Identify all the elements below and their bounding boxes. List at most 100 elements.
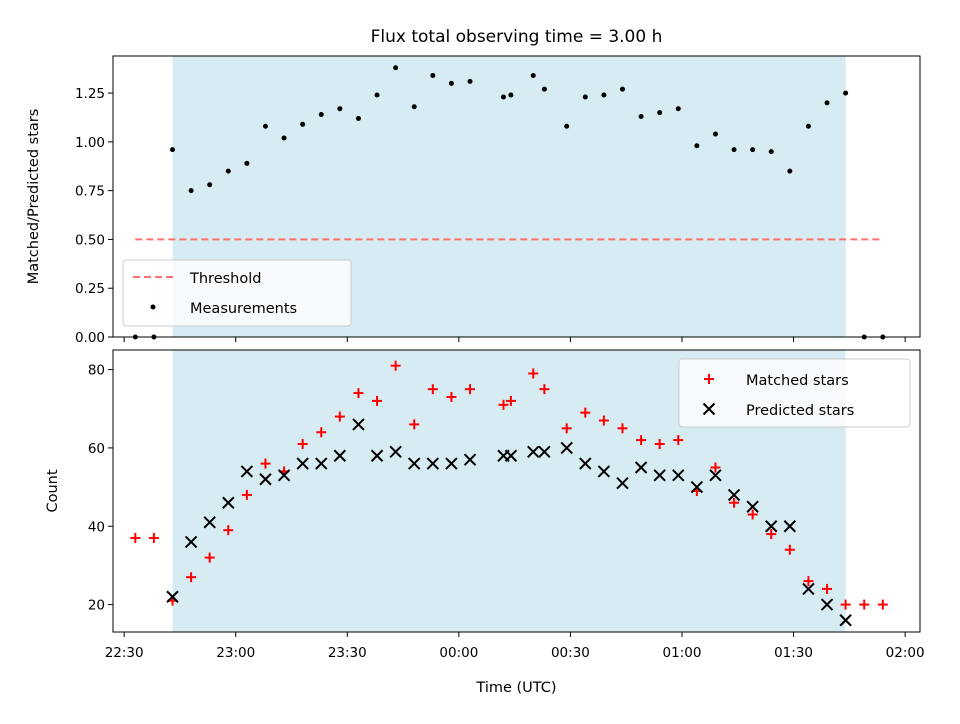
matched-star-point (130, 533, 141, 543)
x-axis-label: Time (UTC) (475, 680, 556, 696)
matched-star-point (710, 462, 721, 473)
matched-star-point (636, 435, 647, 446)
measurement-point (712, 131, 718, 137)
measurements-points (132, 65, 886, 340)
predicted-star-point (408, 457, 421, 470)
predicted-star-point (426, 457, 440, 470)
cross-b (408, 457, 421, 470)
legend-threshold-label: Threshold (189, 271, 261, 287)
predicted-star-point (538, 445, 551, 459)
cross-b (820, 598, 834, 611)
predicted-star-point (727, 488, 741, 502)
cross-b (690, 480, 704, 494)
measurement-point (564, 123, 570, 129)
predicted-star-point (222, 496, 235, 509)
cross-b (727, 488, 741, 502)
cross-b (222, 496, 235, 509)
measurement-point (244, 160, 250, 166)
cross-b (184, 535, 198, 549)
x-tick-label: 02:00 (886, 645, 925, 661)
measurement-point (500, 94, 506, 100)
measurement-point (355, 115, 361, 121)
matched-star-point (334, 411, 345, 422)
predicted-star-point (690, 480, 704, 494)
matched-star-point (316, 427, 327, 438)
predicted-star-point (653, 469, 666, 482)
bottom-y-ticks: 20 40 60 80 (88, 363, 113, 614)
cross-b (315, 457, 328, 470)
predicted-star-point (184, 535, 198, 549)
top-y-tick-label: 0.25 (75, 281, 105, 297)
predicted-star-point (259, 473, 272, 486)
cross-b (277, 469, 291, 482)
measurement-point (530, 73, 536, 79)
matched-star-point (877, 599, 888, 610)
measurement-point (768, 149, 774, 155)
measurement-point (824, 100, 830, 106)
top-x-ticks (123, 337, 906, 342)
matched-star-point (204, 552, 215, 563)
cross-b (296, 457, 309, 470)
predicted-star-point (579, 457, 592, 470)
x-tick-label: 01:30 (774, 645, 813, 661)
cross-b (765, 520, 778, 533)
predicted-star-point (783, 520, 797, 533)
top-y-tick-label: 0.75 (75, 184, 105, 200)
matched-star-point (766, 529, 777, 540)
predicted-star-point (709, 469, 722, 482)
top-y-axis-label: Matched/Predicted stars (26, 109, 42, 285)
bottom-panel: 20 40 60 80 22:30 23:00 23:30 00:00 00:30 01:00 0… (45, 349, 925, 696)
predicted-star-point (333, 449, 347, 462)
matched-star-point (673, 435, 684, 446)
x-tick-label: 00:00 (439, 645, 478, 661)
measurement-point (262, 123, 268, 129)
bottom-legend: Matched stars Predicted stars (678, 358, 911, 428)
matched-star-point (729, 497, 740, 508)
measurement-point (207, 182, 213, 188)
matched-star-point (498, 399, 509, 410)
top-panel: 0.00 0.25 0.50 0.75 1.00 1.25 Flux total obse… (26, 27, 921, 346)
top-y-tick-label: 0.00 (75, 330, 105, 346)
matched-star-point (148, 533, 159, 543)
bottom-y-tick-label: 60 (88, 441, 105, 457)
legend-measurements-label: Measurements (190, 301, 297, 317)
measurement-point (374, 92, 380, 98)
measurement-point (582, 94, 588, 100)
legend-predicted-label: Predicted stars (746, 403, 854, 419)
cross-b (538, 445, 551, 459)
predicted-stars-points (166, 418, 852, 627)
predicted-star-point (203, 516, 216, 529)
cross-b (166, 590, 179, 603)
bottom-x-ticks: 22:30 23:00 23:30 00:00 00:30 01:00 01:30 02:00 (105, 632, 925, 661)
matched-star-point (446, 392, 457, 402)
measurement-point (675, 106, 681, 112)
measurement-point (281, 135, 287, 141)
predicted-star-point (166, 590, 179, 603)
top-y-ticks: 0.00 0.25 0.50 0.75 1.00 1.25 (75, 86, 113, 346)
matched-star-point (654, 439, 665, 449)
cross-b (463, 453, 477, 466)
matched-star-point (297, 439, 308, 449)
matched-star-point (427, 384, 438, 395)
matched-star-point (528, 368, 539, 379)
matched-star-point (539, 384, 550, 395)
measurement-point (750, 147, 756, 153)
matched-star-point (598, 415, 609, 426)
predicted-star-point (463, 453, 477, 466)
matched-star-point (580, 407, 591, 418)
legend-cross-marker (702, 402, 716, 416)
x-tick-label: 23:30 (328, 645, 367, 661)
bottom-y-tick-label: 80 (88, 363, 105, 379)
x-tick-label: 23:00 (216, 645, 255, 661)
matched-star-point (260, 458, 271, 469)
measurement-point (657, 110, 663, 116)
legend-plus-marker (704, 374, 714, 384)
predicted-star-point (597, 465, 611, 478)
predicted-star-point (315, 457, 328, 470)
cross-b (389, 445, 402, 459)
cross-b (240, 465, 254, 478)
matched-star-point (390, 360, 401, 371)
measurement-point (393, 65, 399, 71)
predicted-star-point (802, 582, 815, 596)
